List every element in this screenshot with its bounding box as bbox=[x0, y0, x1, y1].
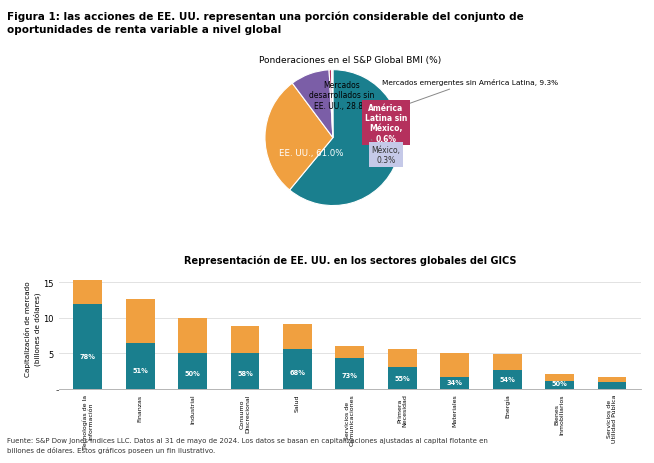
Text: Figura 1: las acciones de EE. UU. representan una porción considerable del conju: Figura 1: las acciones de EE. UU. repres… bbox=[7, 12, 523, 35]
Text: EE. UU., 61.0%: EE. UU., 61.0% bbox=[279, 149, 343, 158]
Bar bbox=[178, 354, 207, 389]
Text: 73%: 73% bbox=[342, 372, 358, 378]
Text: 50%: 50% bbox=[184, 370, 201, 376]
Bar bbox=[388, 350, 417, 367]
Wedge shape bbox=[265, 84, 333, 191]
Title: Representación de EE. UU. en los sectores globales del GICS: Representación de EE. UU. en los sectore… bbox=[184, 255, 516, 265]
Wedge shape bbox=[292, 71, 333, 138]
Wedge shape bbox=[329, 70, 333, 138]
Bar bbox=[492, 354, 522, 370]
Text: 54%: 54% bbox=[499, 376, 515, 382]
Text: 58%: 58% bbox=[237, 370, 253, 376]
Bar bbox=[283, 324, 312, 349]
Text: México,
0.3%: México, 0.3% bbox=[371, 140, 400, 165]
Bar bbox=[178, 318, 207, 354]
Bar bbox=[336, 358, 364, 389]
Bar bbox=[492, 370, 522, 389]
Text: Mercados
desarrollados sin
EE. UU., 28.8%: Mercados desarrollados sin EE. UU., 28.8… bbox=[309, 81, 375, 111]
Bar bbox=[598, 382, 627, 389]
Text: 55%: 55% bbox=[394, 375, 410, 382]
Wedge shape bbox=[332, 70, 333, 138]
Bar bbox=[231, 327, 260, 353]
Text: 68%: 68% bbox=[290, 369, 305, 375]
Text: 34%: 34% bbox=[447, 379, 463, 385]
Bar bbox=[336, 346, 364, 358]
Bar bbox=[545, 382, 574, 389]
Bar bbox=[388, 367, 417, 389]
Text: Fuente: S&P Dow Jones Indices LLC. Datos al 31 de mayo de 2024. Los datos se bas: Fuente: S&P Dow Jones Indices LLC. Datos… bbox=[7, 438, 487, 453]
Text: Mercados emergentes sin América Latina, 9.3%: Mercados emergentes sin América Latina, … bbox=[370, 79, 558, 119]
Text: 50%: 50% bbox=[552, 380, 568, 386]
Text: América
Latina sin
México,
0.6%: América Latina sin México, 0.6% bbox=[365, 103, 407, 144]
Text: -: - bbox=[56, 384, 59, 394]
Bar bbox=[598, 378, 627, 382]
Bar bbox=[126, 299, 154, 343]
Title: Ponderaciones en el S&P Global BMI (%): Ponderaciones en el S&P Global BMI (%) bbox=[259, 56, 441, 65]
Text: 0.9: 0.9 bbox=[363, 130, 375, 139]
Bar bbox=[231, 353, 260, 389]
Text: 51%: 51% bbox=[132, 367, 148, 373]
Text: 78%: 78% bbox=[80, 353, 95, 359]
Bar bbox=[545, 375, 574, 382]
Bar bbox=[283, 349, 312, 389]
Bar bbox=[440, 377, 469, 389]
Y-axis label: Capitalización de mercado
(billones de dólares): Capitalización de mercado (billones de d… bbox=[24, 281, 41, 376]
Bar bbox=[73, 304, 102, 389]
Wedge shape bbox=[290, 70, 401, 206]
Bar bbox=[73, 281, 102, 304]
Bar bbox=[440, 354, 469, 377]
Bar bbox=[126, 343, 154, 389]
